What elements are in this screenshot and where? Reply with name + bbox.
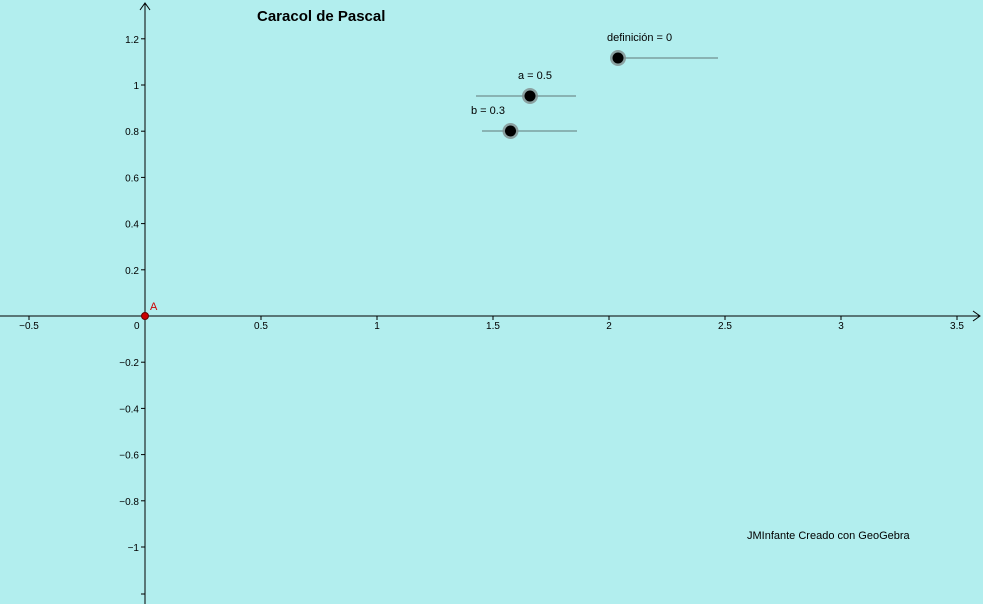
x-tick-label: 2.5 — [718, 321, 732, 332]
page-title: Caracol de Pascal — [257, 8, 386, 25]
point-a[interactable] — [141, 312, 149, 320]
y-tick-label: −1 — [128, 543, 140, 554]
slider-definicion-knob[interactable] — [612, 52, 624, 64]
y-tick-label: −0.2 — [119, 358, 139, 369]
point-a-label: A — [150, 301, 158, 313]
x-tick-label: 3 — [838, 321, 844, 332]
credit-text: JMInfante Creado con GeoGebra — [747, 530, 910, 542]
y-tick-label: −0.4 — [119, 404, 139, 415]
y-tick-label: 0.6 — [125, 173, 139, 184]
y-tick-label: 1.2 — [125, 35, 139, 46]
slider-b-knob[interactable] — [505, 125, 516, 137]
x-tick-label: −0.5 — [19, 321, 39, 332]
x-tick-label: 2 — [606, 321, 612, 332]
slider-a-label: a = 0.5 — [518, 70, 552, 82]
slider-a-knob[interactable] — [524, 90, 536, 102]
x-tick-label: 1 — [374, 321, 380, 332]
y-tick-label: 0.2 — [125, 266, 139, 277]
y-tick-label: 0.8 — [125, 127, 139, 138]
y-tick-label: −0.8 — [119, 497, 139, 508]
slider-definicion-label: definición = 0 — [607, 32, 673, 44]
x-axis-arrow — [972, 310, 981, 322]
y-tick-label: 0.4 — [125, 220, 139, 231]
y-axis-arrow — [139, 2, 151, 11]
y-tick-label: −0.6 — [119, 451, 139, 462]
slider-b-label: b = 0.3 — [471, 105, 505, 117]
x-tick-label: 3.5 — [950, 321, 964, 332]
x-tick-label: 0 — [134, 321, 140, 332]
x-tick-label: 0.5 — [254, 321, 268, 332]
y-tick-label: 1 — [133, 81, 139, 92]
x-tick-label: 1.5 — [486, 321, 500, 332]
